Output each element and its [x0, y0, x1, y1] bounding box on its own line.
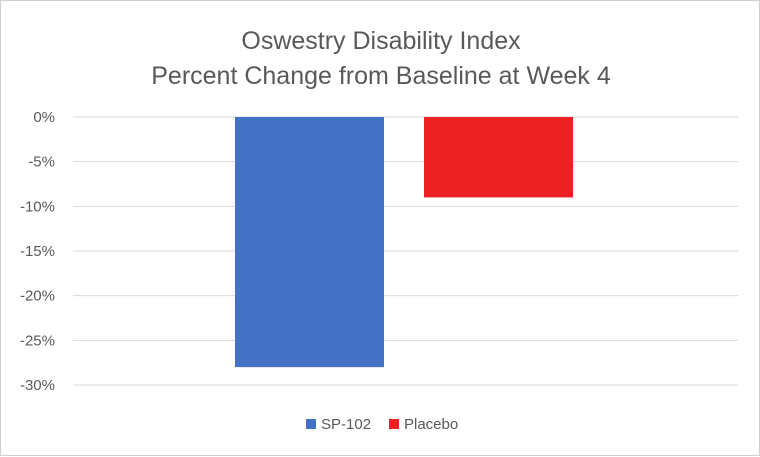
y-tick-label: -30%	[20, 377, 55, 394]
legend: SP-102 Placebo	[306, 416, 458, 433]
y-tick-label: -5%	[28, 154, 55, 171]
chart-title: Oswestry Disability Index	[241, 27, 521, 55]
y-tick-label: -15%	[20, 243, 55, 260]
gridlines	[73, 116, 738, 386]
legend-label: SP-102	[321, 416, 371, 433]
bar-placebo	[424, 117, 573, 198]
y-tick-label: -10%	[20, 198, 55, 215]
y-tick-label: -20%	[20, 288, 55, 305]
bars	[235, 117, 573, 368]
y-tick-label: 0%	[33, 109, 55, 126]
bar-sp-102	[235, 117, 384, 368]
chart-subtitle: Percent Change from Baseline at Week 4	[151, 62, 611, 90]
legend-swatch	[389, 419, 399, 429]
y-axis-tick-labels: 0% -5% -10% -15% -20% -25% -30%	[20, 109, 55, 394]
legend-label: Placebo	[404, 416, 458, 433]
legend-swatch	[306, 419, 316, 429]
y-tick-label: -25%	[20, 332, 55, 349]
